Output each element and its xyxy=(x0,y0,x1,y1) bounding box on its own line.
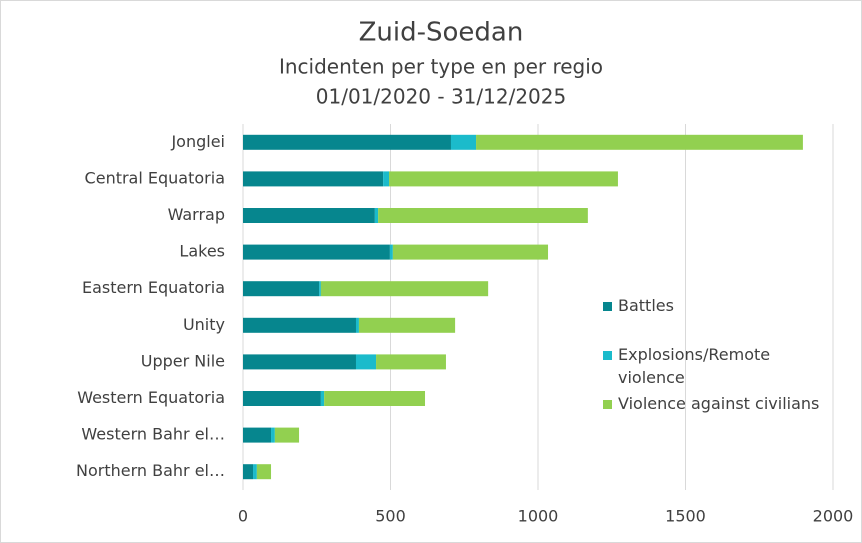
legend-swatch xyxy=(603,400,612,409)
bar-segment xyxy=(253,464,257,480)
bar-segment xyxy=(256,464,272,480)
bar-segment xyxy=(243,354,356,370)
y-tick-label: Jonglei xyxy=(170,132,225,151)
legend-label: Violence against civilians xyxy=(618,394,820,413)
bar-segment xyxy=(376,354,446,370)
y-tick-label: Eastern Equatoria xyxy=(82,278,225,297)
y-tick-label: Lakes xyxy=(179,242,225,261)
x-tick-label: 500 xyxy=(375,507,406,526)
bar-segment xyxy=(389,244,393,260)
bar-segment xyxy=(243,391,321,406)
bar-segment xyxy=(243,134,451,150)
bar-segment xyxy=(320,391,325,406)
date-range: 01/01/2020 - 31/12/2025 xyxy=(316,85,566,109)
bar-segment xyxy=(274,427,300,443)
bar-segment xyxy=(319,281,321,297)
x-tick-label: 0 xyxy=(238,507,248,526)
bar-segment xyxy=(243,281,320,297)
legend-label: Battles xyxy=(618,296,674,315)
bar-segment xyxy=(243,464,254,480)
bar-segment xyxy=(383,171,390,187)
bar-segment xyxy=(324,391,426,406)
bar-segment xyxy=(374,208,379,223)
y-tick-label: Upper Nile xyxy=(141,351,225,370)
legend-swatch xyxy=(603,351,612,360)
bar-segment xyxy=(271,427,275,443)
y-tick-label: Unity xyxy=(183,315,225,334)
legend-item: Violence against civilians xyxy=(603,392,833,415)
bar-segment xyxy=(243,427,272,443)
x-tick-label: 1500 xyxy=(665,507,706,526)
bar-segment xyxy=(243,244,390,260)
bar-segment xyxy=(378,208,588,223)
bar-segment xyxy=(243,208,375,223)
legend-swatch xyxy=(603,302,612,311)
y-tick-label: Northern Bahr el… xyxy=(76,461,225,480)
y-tick-label: Western Bahr el… xyxy=(81,425,225,444)
bar-segment xyxy=(355,354,377,370)
bar-segment xyxy=(476,134,803,150)
x-tick-label: 2000 xyxy=(813,507,854,526)
bar-segment xyxy=(358,317,456,333)
legend-item: Explosions/Remote violence xyxy=(603,343,833,389)
bar-segment xyxy=(355,317,359,333)
legend-item: Battles xyxy=(603,294,833,317)
bar-segment xyxy=(450,134,477,150)
legend-label: Explosions/Remote violence xyxy=(618,345,771,387)
bar-segment xyxy=(243,317,356,333)
bar-segment xyxy=(392,244,549,260)
chart-title: Zuid-Soedan xyxy=(359,18,524,48)
x-tick-label: 1000 xyxy=(518,507,559,526)
y-tick-label: Central Equatoria xyxy=(85,168,225,187)
bar-segment xyxy=(243,171,384,187)
y-tick-label: Warrap xyxy=(168,205,225,224)
chart-subtitle: Incidenten per type en per regio xyxy=(279,55,603,79)
bar-segment xyxy=(320,281,489,297)
y-tick-label: Western Equatoria xyxy=(77,388,225,407)
bar-segment xyxy=(389,171,618,187)
